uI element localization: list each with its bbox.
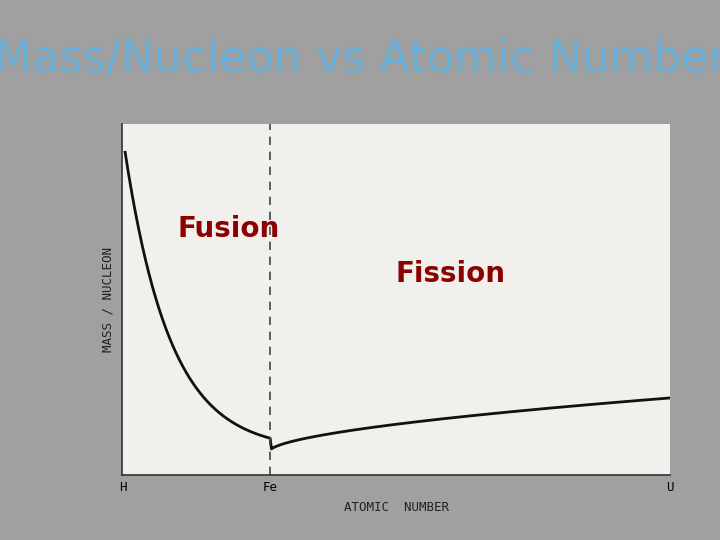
Text: Mass/Nucleon vs Atomic Number: Mass/Nucleon vs Atomic Number — [0, 38, 720, 81]
Text: Fusion: Fusion — [177, 214, 279, 242]
X-axis label: ATOMIC  NUMBER: ATOMIC NUMBER — [343, 501, 449, 514]
Y-axis label: MASS / NUCLEON: MASS / NUCLEON — [101, 247, 114, 352]
Text: Fission: Fission — [396, 260, 506, 288]
